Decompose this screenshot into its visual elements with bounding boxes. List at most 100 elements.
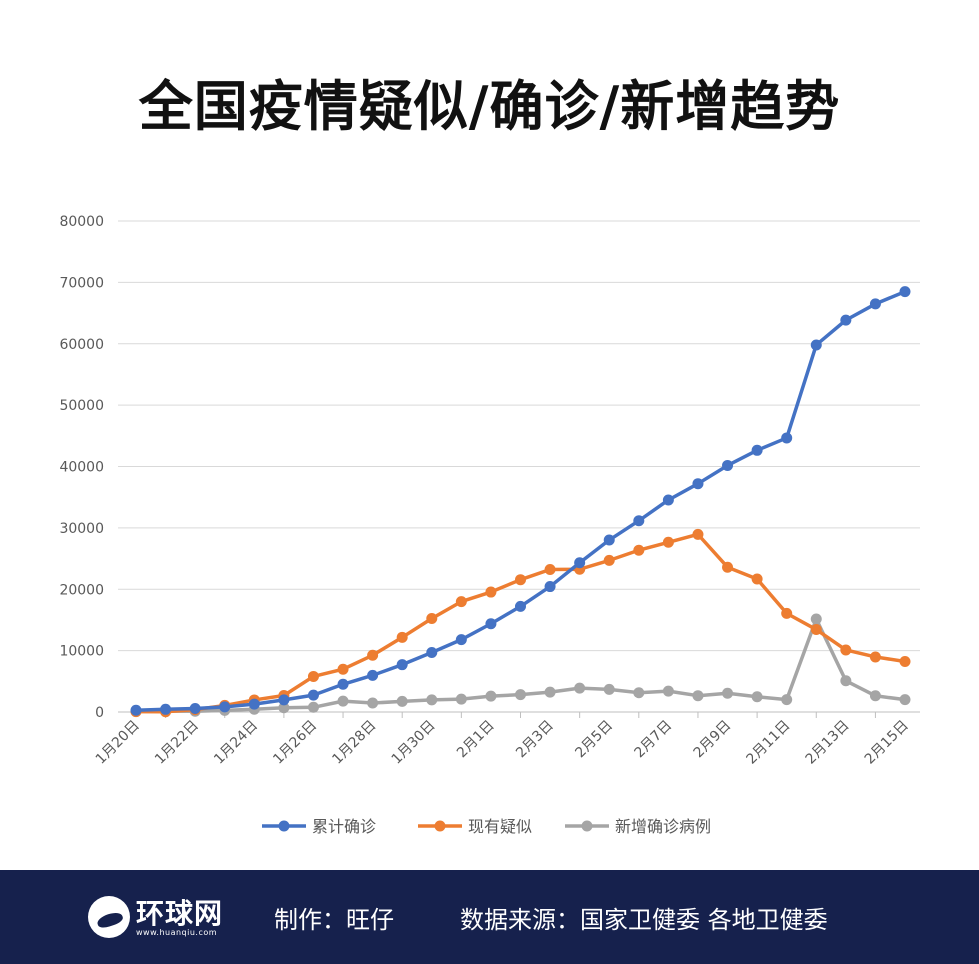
data-point <box>337 663 349 675</box>
data-point <box>219 701 231 713</box>
data-point <box>574 682 586 694</box>
x-tick-label: 2月5日 <box>572 718 616 762</box>
data-point <box>485 618 497 630</box>
data-point <box>367 649 379 661</box>
data-point <box>248 698 260 710</box>
data-point <box>515 574 526 586</box>
chart-title: 全国疫情疑似/确诊/新增趋势 <box>138 74 841 138</box>
x-tick-label: 1月24日 <box>211 718 261 768</box>
data-point <box>426 694 438 706</box>
x-tick-label: 2月7日 <box>631 718 675 762</box>
data-point <box>869 298 881 310</box>
legend-item: 现有疑似 <box>418 817 532 836</box>
data-point <box>633 544 645 556</box>
data-point <box>396 659 408 671</box>
x-tick-label: 2月1日 <box>454 718 498 762</box>
x-tick-label: 2月11日 <box>744 718 794 768</box>
data-point <box>692 478 704 490</box>
series-1 <box>130 286 911 716</box>
data-point <box>633 515 645 527</box>
y-tick-label: 20000 <box>59 582 104 598</box>
x-tick-label: 1月20日 <box>93 718 143 768</box>
data-point <box>426 647 438 659</box>
logo-text: 环球网 <box>136 897 224 930</box>
data-point <box>603 683 615 695</box>
data-point <box>722 561 734 573</box>
series-lines <box>130 286 911 718</box>
data-point <box>751 573 763 585</box>
legend-item: 新增确诊病例 <box>565 817 711 836</box>
data-point <box>899 286 911 298</box>
x-axis <box>118 711 920 718</box>
data-point <box>396 631 408 643</box>
data-point <box>367 669 379 681</box>
line-chart: 0 10000 20000 30000 40000 50000 60000 70000 8000… <box>59 214 920 836</box>
x-tick-label: 2月15日 <box>862 718 912 768</box>
huanqiu-logo: 环球网 www.huanqiu.com <box>88 892 238 944</box>
data-point <box>869 651 881 663</box>
data-point <box>455 634 467 646</box>
x-tick-label: 2月13日 <box>803 718 853 768</box>
data-point <box>485 586 497 598</box>
data-point <box>692 528 704 540</box>
y-tick-label: 50000 <box>59 398 104 414</box>
data-point <box>751 691 763 703</box>
data-point <box>367 697 379 709</box>
data-point <box>544 581 556 593</box>
x-tick-label: 2月3日 <box>513 718 557 762</box>
data-point <box>899 694 911 706</box>
data-point <box>426 612 438 624</box>
data-point <box>633 687 645 699</box>
data-point <box>840 314 852 326</box>
data-point <box>692 690 704 702</box>
legend: 累计确诊 现有疑似 新增确诊病例 <box>262 817 711 836</box>
data-point <box>278 702 290 714</box>
data-point <box>307 670 319 682</box>
series-line <box>135 289 906 712</box>
data-point <box>840 644 852 656</box>
x-tick-label: 1月28日 <box>329 718 379 768</box>
legend-swatch-marker <box>581 820 593 832</box>
y-axis-tick-labels: 0 10000 20000 30000 40000 50000 60000 70000 8000… <box>59 214 104 721</box>
x-tick-label: 2月9日 <box>691 718 735 762</box>
data-point <box>781 694 793 706</box>
x-axis-tick-labels: 1月20日 1月22日 1月24日 1月26日 1月28日 1月30日 2月1日 2月3日 2月… <box>93 718 912 768</box>
data-point <box>869 690 881 702</box>
footer-bar: 环球网 www.huanqiu.com 制作：旺仔 数据来源：国家卫健委 各地卫… <box>0 870 979 964</box>
data-point <box>781 432 793 444</box>
y-tick-label: 80000 <box>59 214 104 230</box>
data-point <box>899 656 911 668</box>
y-tick-label: 10000 <box>59 644 104 660</box>
globe-icon <box>88 896 130 938</box>
legend-swatch-marker <box>434 820 446 832</box>
series-3 <box>130 613 911 718</box>
data-point <box>130 704 142 716</box>
data-point <box>515 600 526 612</box>
y-tick-label: 40000 <box>59 460 104 476</box>
gridlines <box>118 220 920 652</box>
data-point <box>515 689 526 701</box>
data-point <box>781 607 793 619</box>
data-point <box>810 339 822 351</box>
logo-url: www.huanqiu.com <box>136 928 218 937</box>
data-point <box>544 564 556 576</box>
data-point <box>662 536 674 548</box>
data-point <box>485 690 497 702</box>
data-point <box>722 687 734 699</box>
data-point <box>603 534 615 546</box>
y-tick-label: 30000 <box>59 521 104 537</box>
y-tick-label: 70000 <box>59 275 104 291</box>
y-tick-label: 0 <box>95 705 104 721</box>
maker-credit: 制作：旺仔 <box>274 906 394 934</box>
data-point <box>455 596 467 608</box>
data-point <box>307 701 319 713</box>
series-line <box>135 532 906 714</box>
data-point <box>278 694 290 706</box>
data-point <box>160 703 172 715</box>
data-point <box>722 459 734 471</box>
data-point <box>396 695 408 707</box>
legend-swatch-marker <box>278 820 290 832</box>
y-tick-label: 60000 <box>59 337 104 353</box>
data-point <box>574 557 586 569</box>
data-point <box>307 689 319 701</box>
